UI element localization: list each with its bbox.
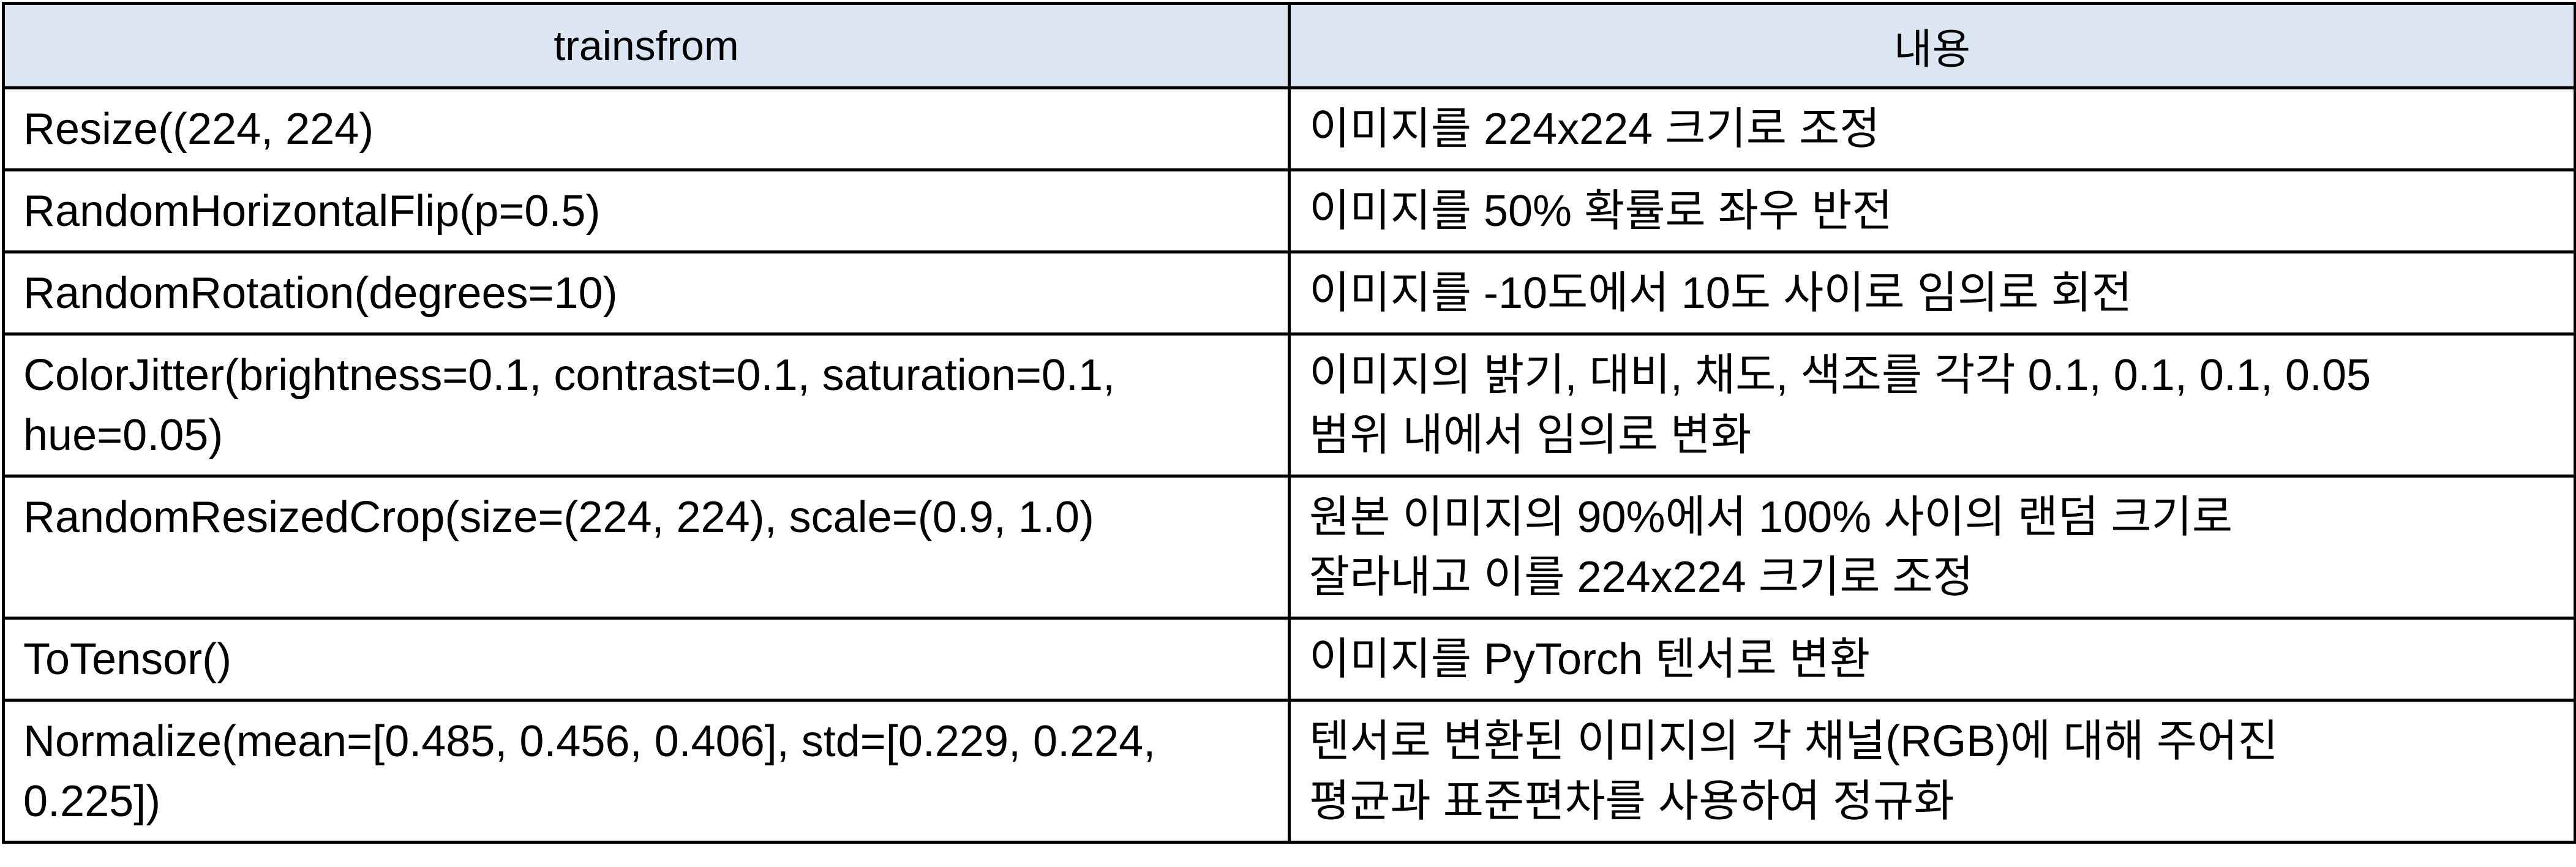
header-transform: trainsfrom bbox=[2, 2, 1291, 89]
cell-text: 범위 내에서 임의로 변화 bbox=[1309, 411, 1752, 460]
transform-cell: RandomRotation(degrees=10) bbox=[2, 250, 1291, 336]
transform-cell: ToTensor() bbox=[2, 617, 1291, 702]
cell-text: 잘라내고 이를 224x224 크기로 조정 bbox=[1309, 553, 1973, 602]
table-row: ColorJitter(brightness=0.1, contrast=0.1… bbox=[2, 332, 2576, 478]
table-row: RandomResizedCrop(size=(224, 224), scale… bbox=[2, 475, 2576, 620]
cell-text: ColorJitter(brightness=0.1, contrast=0.1… bbox=[23, 351, 1115, 400]
cell-text: 평균과 표준편차를 사용하여 정규화 bbox=[1309, 777, 1955, 826]
table-row: RandomRotation(degrees=10) 이미지를 -10도에서 1… bbox=[2, 250, 2576, 336]
cell-text: 이미지를 50% 확률로 좌우 반전 bbox=[1309, 187, 1893, 236]
header-row: trainsfrom 내용 bbox=[2, 2, 2576, 89]
description-cell: 원본 이미지의 90%에서 100% 사이의 랜덤 크기로 잘라내고 이를 22… bbox=[1288, 475, 2576, 620]
cell-text: 텐서로 변환된 이미지의 각 채널(RGB)에 대해 주어진 bbox=[1309, 717, 2278, 766]
transform-cell: Resize((224, 224) bbox=[2, 86, 1291, 171]
description-cell: 이미지를 PyTorch 텐서로 변환 bbox=[1288, 617, 2576, 702]
cell-text: 이미지를 224x224 크기로 조정 bbox=[1309, 105, 1880, 154]
description-cell: 이미지를 -10도에서 10도 사이로 임의로 회전 bbox=[1288, 250, 2576, 336]
cell-text: ToTensor() bbox=[23, 635, 232, 684]
cell-text: hue=0.05) bbox=[23, 411, 223, 460]
cell-text: RandomResizedCrop(size=(224, 224), scale… bbox=[23, 493, 1094, 542]
cell-text: 0.225]) bbox=[23, 777, 161, 826]
cell-text: 이미지의 밝기, 대비, 채도, 색조를 각각 0.1, 0.1, 0.1, 0… bbox=[1309, 351, 2371, 400]
transform-cell: ColorJitter(brightness=0.1, contrast=0.1… bbox=[2, 332, 1291, 478]
transform-cell: Normalize(mean=[0.485, 0.456, 0.406], st… bbox=[2, 699, 1291, 844]
description-cell: 이미지를 224x224 크기로 조정 bbox=[1288, 86, 2576, 171]
transforms-table: trainsfrom 내용 Resize((224, 224) 이미지를 224… bbox=[2, 2, 2576, 844]
cell-text: RandomRotation(degrees=10) bbox=[23, 269, 618, 318]
description-cell: 이미지의 밝기, 대비, 채도, 색조를 각각 0.1, 0.1, 0.1, 0… bbox=[1288, 332, 2576, 478]
header-description: 내용 bbox=[1288, 2, 2576, 89]
cell-text: Normalize(mean=[0.485, 0.456, 0.406], st… bbox=[23, 717, 1156, 766]
description-cell: 텐서로 변환된 이미지의 각 채널(RGB)에 대해 주어진 평균과 표준편차를… bbox=[1288, 699, 2576, 844]
table-row: ToTensor() 이미지를 PyTorch 텐서로 변환 bbox=[2, 617, 2576, 702]
transform-cell: RandomHorizontalFlip(p=0.5) bbox=[2, 168, 1291, 253]
transform-cell: RandomResizedCrop(size=(224, 224), scale… bbox=[2, 475, 1291, 620]
cell-text: RandomHorizontalFlip(p=0.5) bbox=[23, 187, 601, 236]
table-row: Resize((224, 224) 이미지를 224x224 크기로 조정 bbox=[2, 86, 2576, 171]
table-row: Normalize(mean=[0.485, 0.456, 0.406], st… bbox=[2, 699, 2576, 844]
cell-text: Resize((224, 224) bbox=[23, 105, 374, 154]
description-cell: 이미지를 50% 확률로 좌우 반전 bbox=[1288, 168, 2576, 253]
table-row: RandomHorizontalFlip(p=0.5) 이미지를 50% 확률로… bbox=[2, 168, 2576, 253]
cell-text: 원본 이미지의 90%에서 100% 사이의 랜덤 크기로 bbox=[1309, 493, 2233, 542]
cell-text: 이미지를 -10도에서 10도 사이로 임의로 회전 bbox=[1309, 269, 2133, 318]
cell-text: 이미지를 PyTorch 텐서로 변환 bbox=[1309, 635, 1871, 684]
